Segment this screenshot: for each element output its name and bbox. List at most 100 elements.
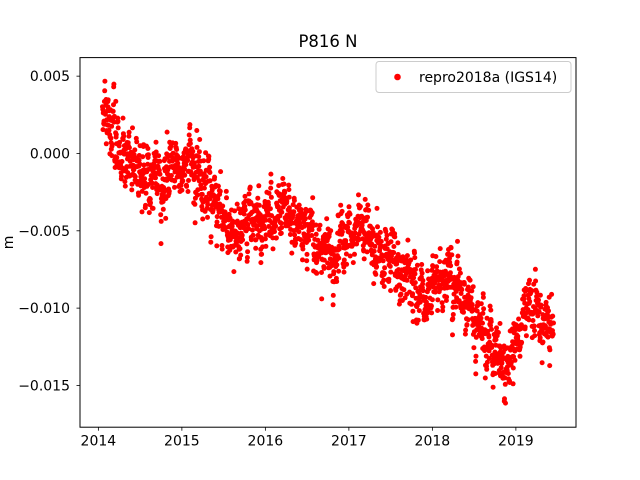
data-point [423, 294, 429, 300]
data-point [545, 334, 551, 340]
data-point [352, 251, 357, 257]
x-axis: 2014 2015 2016 2017 2018 2019 [81, 427, 534, 450]
data-point [447, 270, 453, 276]
data-point [153, 139, 159, 145]
data-point [457, 270, 463, 276]
data-point [374, 205, 380, 211]
data-point [239, 232, 245, 238]
data-point [266, 202, 271, 208]
data-point [375, 224, 380, 230]
data-point [420, 278, 426, 283]
data-point [465, 317, 471, 323]
data-point [461, 281, 467, 287]
data-point [388, 269, 394, 275]
data-point [158, 218, 164, 224]
data-point [109, 123, 115, 129]
data-point [103, 141, 109, 147]
data-point [356, 192, 361, 198]
data-point [145, 152, 151, 158]
data-point [141, 162, 147, 168]
data-point [158, 241, 164, 247]
data-point [485, 328, 491, 334]
data-point [546, 308, 551, 314]
data-point [341, 257, 347, 263]
data-point [489, 342, 495, 348]
data-point [136, 192, 142, 198]
data-point [448, 263, 454, 269]
data-point [432, 289, 438, 295]
data-point [309, 210, 315, 216]
data-point [197, 168, 203, 174]
data-point [366, 207, 372, 213]
data-point [281, 181, 287, 187]
legend-marker-dot [394, 73, 401, 81]
data-point [217, 188, 223, 194]
data-point [137, 161, 143, 167]
data-point [248, 200, 254, 205]
data-point [207, 178, 213, 184]
data-point [473, 371, 479, 377]
data-point [262, 226, 268, 231]
data-point [143, 190, 149, 196]
data-point [267, 206, 273, 212]
data-point [391, 244, 397, 249]
data-point [484, 366, 490, 372]
data-point [192, 201, 198, 207]
data-point [534, 289, 540, 295]
data-point [108, 135, 114, 141]
data-point [266, 190, 272, 196]
data-point [293, 240, 299, 246]
data-point [149, 180, 155, 186]
x-tick-label: 2016 [248, 434, 284, 450]
data-point [156, 167, 162, 173]
data-point [241, 211, 247, 217]
data-point [134, 139, 140, 145]
data-point [365, 202, 371, 208]
data-point [253, 245, 259, 251]
data-point [386, 276, 392, 282]
data-point [160, 206, 166, 212]
data-point [268, 179, 274, 185]
data-point [539, 360, 545, 366]
data-point [492, 371, 498, 376]
data-point [480, 291, 486, 297]
data-point [289, 250, 295, 256]
data-point [382, 265, 388, 271]
data-point [150, 205, 156, 211]
y-tick-label: −0.010 [18, 301, 70, 317]
data-point [381, 284, 387, 289]
data-point [347, 211, 353, 217]
chart-title: P816 N [298, 32, 357, 51]
data-point [462, 331, 468, 337]
data-point [531, 323, 537, 329]
data-point [347, 220, 352, 226]
data-point [526, 317, 532, 323]
data-point [525, 307, 531, 313]
data-point [537, 292, 543, 298]
data-point [139, 209, 145, 215]
data-point [319, 296, 325, 302]
data-point [343, 238, 349, 244]
data-point [206, 153, 212, 159]
data-point [132, 147, 138, 153]
data-point [215, 183, 221, 189]
data-point [381, 271, 387, 276]
x-tick-label: 2014 [81, 434, 117, 450]
data-point [488, 307, 494, 313]
data-point [163, 215, 169, 221]
data-point [203, 150, 209, 156]
data-point [314, 270, 320, 276]
data-point [434, 264, 440, 270]
data-point [425, 268, 431, 274]
data-point [296, 202, 302, 208]
data-point [516, 316, 522, 322]
data-point [117, 139, 123, 145]
data-point [398, 291, 404, 297]
data-point [140, 154, 146, 160]
data-point [456, 266, 462, 272]
data-point [263, 217, 269, 223]
data-point [314, 258, 320, 264]
data-point [535, 313, 541, 319]
data-point [374, 264, 380, 270]
data-point [497, 321, 503, 326]
